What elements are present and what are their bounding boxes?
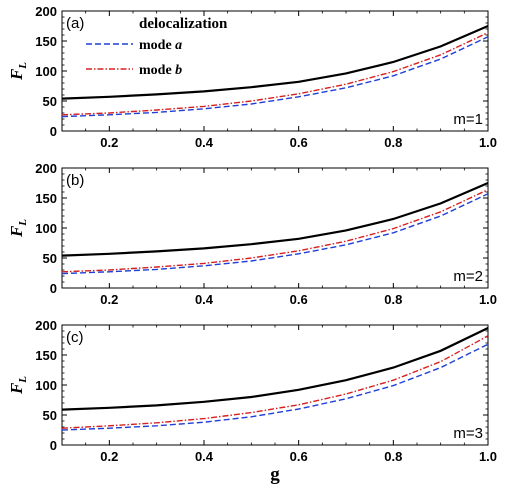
x-tick-label: 0.2 [100, 135, 118, 150]
series-line-1 [61, 181, 489, 257]
legend-entry-mode: a [175, 38, 182, 53]
legend-entry-2: mode b [139, 63, 182, 78]
x-tick-label: 0.4 [195, 135, 214, 150]
y-axis-label-subscript: L [17, 219, 29, 227]
panel-label: (c) [66, 329, 84, 346]
plot-frame [61, 167, 489, 289]
y-axis-label: FL [7, 219, 29, 238]
x-tick-label: 1.0 [479, 449, 497, 464]
y-tick-label: 50 [43, 251, 57, 266]
y-tick-label: 150 [35, 191, 57, 206]
series-line-1 [61, 327, 489, 411]
x-tick-label: 0.4 [195, 292, 214, 307]
y-tick-label: 200 [35, 161, 57, 176]
panel-2: 0 50 100 150 200 0.2 0.4 0.6 0.8 1.0 (b) m=2 FL [7, 161, 497, 307]
legend-entry-1: mode a [139, 38, 182, 53]
y-axis-label-subscript: L [17, 376, 29, 384]
y-tick-label: 200 [35, 4, 57, 19]
x-tick-label: 0.6 [290, 135, 308, 150]
y-axis-label-main: F [7, 382, 26, 395]
y-tick-label: 200 [35, 318, 57, 333]
m-label: m=3 [453, 425, 483, 442]
m-label: m=2 [453, 268, 483, 285]
y-tick-label: 0 [50, 281, 57, 296]
m-label: m=1 [453, 111, 483, 128]
y-axis-label: FL [7, 62, 29, 81]
y-tick-label: 50 [43, 94, 57, 109]
y-tick-label: 100 [35, 64, 57, 79]
series-line-3 [61, 31, 489, 116]
series-line-2 [61, 343, 489, 431]
y-axis-label-subscript: L [17, 62, 29, 70]
x-tick-label: 0.2 [100, 449, 118, 464]
x-tick-label: 0.6 [290, 292, 308, 307]
series-line-3 [61, 188, 489, 273]
y-tick-label: 0 [50, 438, 57, 453]
panel-label: (a) [66, 15, 84, 32]
series-line-3 [61, 335, 489, 429]
legend-entry-text: mode [139, 63, 175, 78]
y-axis-label: FL [7, 376, 29, 395]
x-tick-label: 0.6 [290, 449, 308, 464]
y-tick-label: 150 [35, 348, 57, 363]
y-tick-label: 0 [50, 124, 57, 139]
y-tick-label: 50 [43, 408, 57, 423]
x-tick-label: 0.4 [195, 449, 214, 464]
x-tick-label: 0.8 [384, 449, 402, 464]
y-tick-label: 100 [35, 221, 57, 236]
legend-entry-mode: b [175, 63, 182, 78]
series-line-2 [61, 36, 489, 118]
legend-entry-text: mode [139, 38, 175, 53]
legend-title: delocalization [139, 16, 228, 32]
series-line-1 [61, 24, 489, 100]
x-tick-label: 1.0 [479, 292, 497, 307]
y-axis-label-main: F [7, 68, 26, 81]
x-tick-label: 0.2 [100, 292, 118, 307]
x-axis-label: g [270, 464, 280, 485]
x-tick-label: 1.0 [479, 135, 497, 150]
panel-label: (b) [66, 172, 84, 189]
x-tick-label: 0.8 [384, 135, 402, 150]
y-tick-label: 100 [35, 378, 57, 393]
x-tick-label: 0.8 [384, 292, 402, 307]
y-tick-label: 150 [35, 34, 57, 49]
series-line-2 [61, 193, 489, 275]
y-axis-label-main: F [7, 225, 26, 238]
plot-frame [61, 10, 489, 132]
